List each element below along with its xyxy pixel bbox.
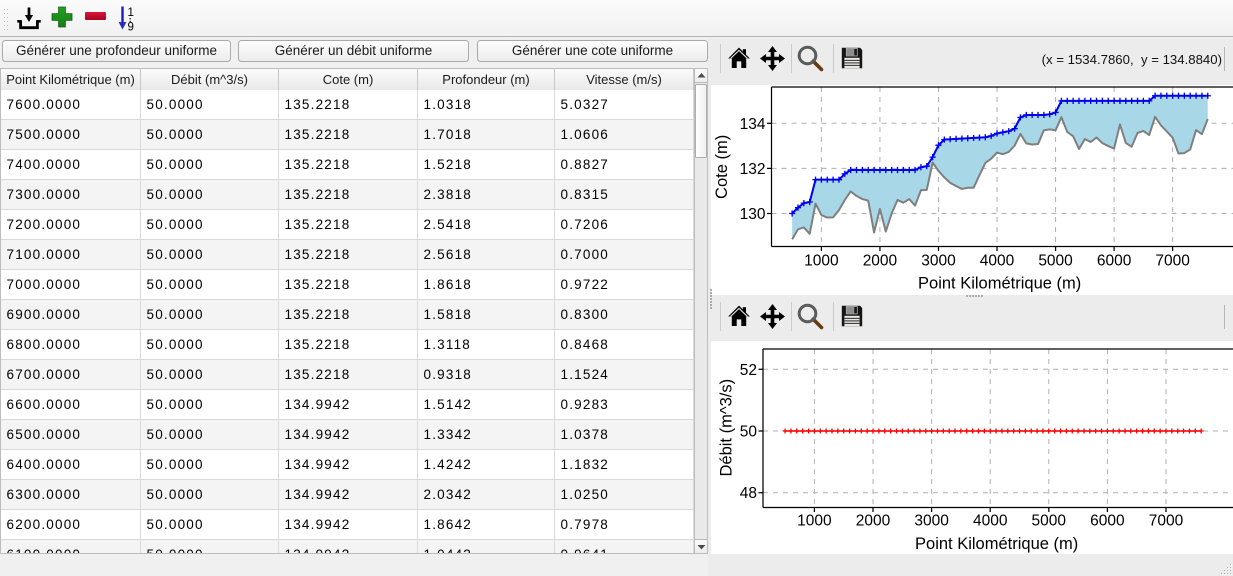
svg-text:134: 134 (740, 116, 766, 133)
svg-text:132: 132 (740, 161, 766, 178)
svg-text:4000: 4000 (980, 253, 1015, 270)
svg-text:3000: 3000 (914, 513, 949, 530)
svg-text:50: 50 (740, 424, 758, 441)
svg-text:2000: 2000 (856, 513, 891, 530)
svg-text:7000: 7000 (1155, 253, 1190, 270)
svg-text:3000: 3000 (921, 253, 956, 270)
svg-text:4000: 4000 (973, 513, 1008, 530)
svg-text:1000: 1000 (797, 513, 832, 530)
svg-text:Cote (m): Cote (m) (713, 135, 731, 199)
svg-text:9: 9 (128, 22, 134, 33)
svg-text:48: 48 (740, 485, 757, 502)
svg-text:1: 1 (128, 7, 134, 19)
svg-text:5000: 5000 (1038, 253, 1073, 270)
svg-text:Débit (m^3/s): Débit (m^3/s) (718, 379, 736, 477)
svg-text:Point Kilométrique (m): Point Kilométrique (m) (918, 275, 1081, 293)
svg-text:Point Kilométrique (m): Point Kilométrique (m) (915, 535, 1078, 553)
svg-text:2000: 2000 (863, 253, 898, 270)
svg-text:6000: 6000 (1097, 253, 1132, 270)
svg-text:1000: 1000 (804, 253, 839, 270)
svg-text:7000: 7000 (1149, 513, 1184, 530)
svg-text:5000: 5000 (1032, 513, 1067, 530)
svg-text:6000: 6000 (1090, 513, 1125, 530)
svg-text:52: 52 (740, 362, 757, 379)
svg-text:130: 130 (740, 206, 766, 223)
